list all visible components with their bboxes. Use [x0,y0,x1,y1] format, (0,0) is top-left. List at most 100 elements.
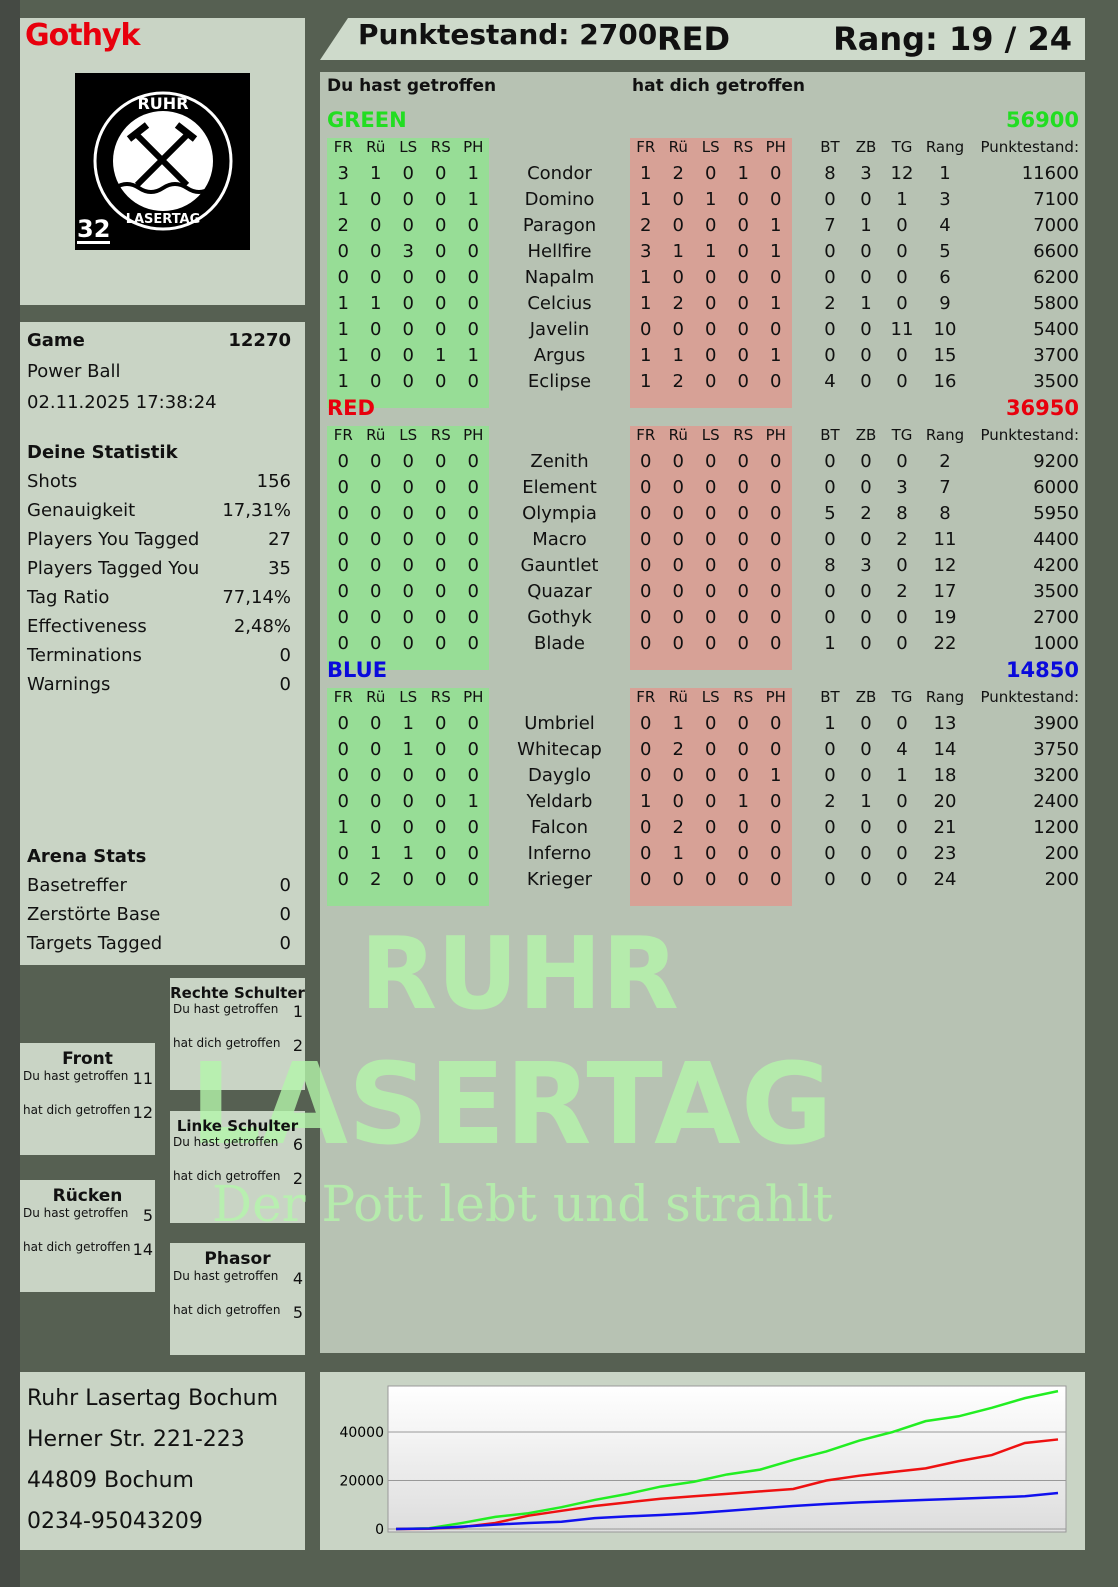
stat-cell: 0 [672,528,684,550]
stat-cell: 14 [933,738,957,760]
stat-cell: 0 [672,502,684,524]
stat-cell: 0 [705,528,717,550]
stat-cell: 2 [640,214,652,236]
stat-cell: 1 [640,790,652,812]
column-header: FR [333,688,353,706]
stat-cell: 0 [370,816,382,838]
stat-cell: 12 [890,162,914,184]
series-line-1 [395,1438,1059,1531]
stat-cell: 0 [770,502,782,524]
stats-title: Deine Statistik [27,442,178,463]
stat-cell: 0 [737,816,749,838]
player-row: 0 0 0 0 0 Gauntlet 0 0 0 0 0 8 3 0 12 4200 [327,552,1079,578]
game-mode: Power Ball [27,361,121,382]
column-header: Rang [925,138,965,156]
stat-cell: 17 [933,580,957,602]
team-name: RED [327,396,375,420]
score-progress-chart: 0 20000 40000 [339,1385,1067,1538]
stat-cell: 0 [640,738,652,760]
stat-cell: 0 [896,842,908,864]
stat-cell: 0 [337,764,349,786]
zone-title: Rücken [52,1186,123,1206]
player-name: Dayglo [528,764,591,786]
stat-cell: 0 [337,580,349,602]
column-header: FR [636,138,656,156]
stat-cell: 1 [770,292,782,314]
player-row: 0 0 0 0 0 Quazar 0 0 0 0 0 0 0 2 17 3500 [327,578,1079,604]
stat-cell: 5400 [1033,318,1079,340]
stat-cell: 0 [896,790,908,812]
plot-area [387,1385,1067,1533]
stat-cell: 18 [933,764,957,786]
stat-cell: 1 [705,240,717,262]
zone-value: 2 [292,1036,303,1055]
stat-cell: 0 [896,266,908,288]
stat-cell: 0 [737,240,749,262]
column-header: Punktestand: [980,426,1079,444]
stat-cell: 0 [337,606,349,628]
player-row: 1 0 0 0 0 Javelin 0 0 0 0 0 0 0 11 10 5400 [327,316,1079,342]
stat-cell: 0 [737,370,749,392]
stat-cell: 0 [896,370,908,392]
stat-cell: 1 [370,292,382,314]
player-name: Olympia [522,502,597,524]
stat-cell: 0 [705,816,717,838]
stat-cell: 0 [770,816,782,838]
stat-cell: 0 [737,476,749,498]
stat-cell: 6200 [1033,266,1079,288]
team-header-blue: BLUE 14850 [327,656,1079,684]
stat-cell: 0 [860,764,872,786]
stat-cell: 0 [640,476,652,498]
stat-cell: 0 [737,188,749,210]
stat-cell: 0 [672,632,684,654]
zone-left-shoulder: Linke Schulter Du hast getroffen 6 hat di… [170,1111,305,1223]
stat-cell: 0 [370,266,382,288]
stat-cell: 0 [896,712,908,734]
stat-cell: 0 [705,554,717,576]
stat-cell: 0 [737,764,749,786]
stat-cell: 0 [337,842,349,864]
stat-cell: 8 [939,502,951,524]
stat-cell: 0 [705,790,717,812]
stat-cell: 0 [402,606,414,628]
stat-cell: 0 [672,606,684,628]
stat-cell: 0 [824,450,836,472]
y-tick-label: 40000 [339,1425,384,1441]
chart-panel: 0 20000 40000 [320,1372,1085,1550]
stat-cell: 0 [824,738,836,760]
player-name: Krieger [526,868,593,890]
stat-cell: 0 [770,370,782,392]
stat-cell: 0 [770,450,782,472]
column-header: RS [733,688,754,706]
stat-cell: 0 [467,868,479,890]
column-header: Punktestand: [980,688,1079,706]
stat-cell: 0 [672,318,684,340]
stat-cell: 1 [467,344,479,366]
team-total: 56900 [1005,108,1079,132]
stat-cell: 0 [370,188,382,210]
stat-cell: 0 [467,528,479,550]
zone-back: Rücken Du hast getroffen 5 hat dich getro… [20,1180,155,1292]
stat-cell: 0 [860,738,872,760]
player-name: Hellfire [527,240,592,262]
stat-cell: 3200 [1033,764,1079,786]
stat-cell: 0 [640,632,652,654]
stat-cell: 2 [860,502,872,524]
stat-cell: 0 [672,554,684,576]
stat-cell: 0 [435,266,447,288]
stat-cell: 0 [337,528,349,550]
stat-cell: 0 [860,188,872,210]
stat-cell: 0 [467,632,479,654]
team-name: BLUE [327,658,388,682]
stat-cell: 0 [402,790,414,812]
zone-label: hat dich getroffen [23,1103,131,1117]
arena-row: Targets Tagged 0 [20,929,305,958]
stat-cell: 0 [770,632,782,654]
column-headers: FR Rü LS RS PH FR Rü LS RS PH BT ZB TG Rang Punktestan… [327,422,1079,448]
stats-row: Players Tagged You 35 [20,554,305,583]
column-header: ZB [855,426,877,444]
zone-label: hat dich getroffen [23,1240,131,1254]
stat-cell: 0 [337,450,349,472]
stat-cell: 0 [896,606,908,628]
you-hit-highlight [327,426,489,670]
